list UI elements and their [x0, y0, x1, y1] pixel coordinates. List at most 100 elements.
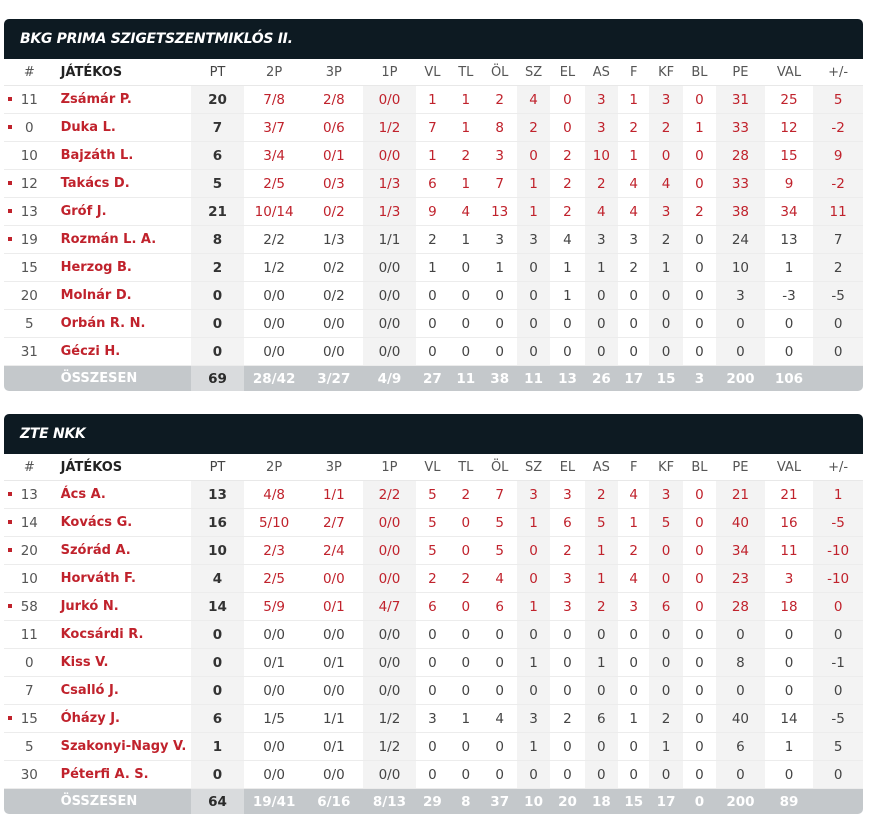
stat-vl-cell: 0	[416, 310, 449, 338]
column-header-tl[interactable]: TL	[449, 59, 482, 86]
stat-ol-cell: 5	[483, 509, 517, 537]
stat-p3-cell: 0/0	[304, 565, 363, 593]
player-name-link[interactable]: Kocsárdi R.	[55, 621, 192, 649]
player-name-link[interactable]: Takács D.	[55, 170, 192, 198]
column-header-sz[interactable]: SZ	[517, 59, 550, 86]
column-header-as[interactable]: AS	[585, 454, 618, 481]
column-header-f[interactable]: F	[618, 454, 649, 481]
player-name-link[interactable]: Géczi H.	[55, 338, 192, 366]
column-header-f[interactable]: F	[618, 59, 649, 86]
column-header-pe[interactable]: PE	[716, 454, 765, 481]
starter-marker-icon	[8, 548, 12, 552]
stat-p3-cell: 0/1	[304, 733, 363, 761]
player-name-link[interactable]: Óházy J.	[55, 705, 192, 733]
stat-pe-cell: 0	[716, 310, 765, 338]
column-header-vl[interactable]: VL	[416, 59, 449, 86]
stat-vl-cell: 5	[416, 509, 449, 537]
stat-pe-cell: 0	[716, 761, 765, 789]
player-name-link[interactable]: Péterfi A. S.	[55, 761, 192, 789]
player-name-link[interactable]: Herzog B.	[55, 254, 192, 282]
column-header-pm[interactable]: +/-	[813, 454, 863, 481]
column-header-el[interactable]: EL	[550, 59, 584, 86]
column-header-p2[interactable]: 2P	[244, 454, 305, 481]
player-name-link[interactable]: Gróf J.	[55, 198, 192, 226]
stat-p1-cell: 0/0	[363, 677, 416, 705]
starter-marker-icon	[8, 492, 12, 496]
stat-pe-cell: 3	[716, 282, 765, 310]
column-header-p3[interactable]: 3P	[304, 454, 363, 481]
stat-kf-cell: 6	[649, 593, 682, 621]
column-header-pt[interactable]: PT	[191, 59, 244, 86]
stat-f-cell: 1	[618, 142, 649, 170]
column-header-pt[interactable]: PT	[191, 454, 244, 481]
column-header-p2[interactable]: 2P	[244, 59, 305, 86]
stat-p3-cell: 0/6	[304, 114, 363, 142]
column-header-pm[interactable]: +/-	[813, 59, 863, 86]
column-header-as[interactable]: AS	[585, 59, 618, 86]
column-header-p1[interactable]: 1P	[363, 59, 416, 86]
player-name-link[interactable]: Rozmán L. A.	[55, 226, 192, 254]
player-name-link[interactable]: Kiss V.	[55, 649, 192, 677]
column-header-p1[interactable]: 1P	[363, 454, 416, 481]
column-header-kf[interactable]: KF	[649, 59, 682, 86]
player-name-link[interactable]: Kovács G.	[55, 509, 192, 537]
stat-pe-cell: 21	[716, 481, 765, 509]
column-header-ol[interactable]: ÖL	[483, 454, 517, 481]
player-name-link[interactable]: Molnár D.	[55, 282, 192, 310]
stat-vl-cell: 0	[416, 761, 449, 789]
stat-tl-cell: 1	[449, 114, 482, 142]
player-name-link[interactable]: Csalló J.	[55, 677, 192, 705]
totals-as: 26	[585, 366, 618, 392]
player-name-link[interactable]: Orbán R. N.	[55, 310, 192, 338]
stat-vl-cell: 6	[416, 170, 449, 198]
column-header-bl[interactable]: BL	[683, 59, 716, 86]
column-header-num[interactable]: #	[4, 59, 55, 86]
column-header-p3[interactable]: 3P	[304, 59, 363, 86]
stat-p2-cell: 0/0	[244, 338, 305, 366]
stat-val-cell: 0	[765, 310, 814, 338]
stat-pm-cell: -5	[813, 705, 863, 733]
stat-as-cell: 0	[585, 621, 618, 649]
column-header-pe[interactable]: PE	[716, 59, 765, 86]
stat-el-cell: 0	[550, 86, 584, 114]
column-header-sz[interactable]: SZ	[517, 454, 550, 481]
stat-pm-cell: 0	[813, 621, 863, 649]
points-cell: 5	[191, 170, 244, 198]
stat-p1-cell: 0/0	[363, 509, 416, 537]
column-header-vl[interactable]: VL	[416, 454, 449, 481]
column-header-val[interactable]: VAL	[765, 59, 814, 86]
column-header-player[interactable]: JÁTÉKOS	[55, 454, 192, 481]
stat-p3-cell: 2/8	[304, 86, 363, 114]
jersey-number: 12	[21, 176, 38, 192]
column-header-el[interactable]: EL	[550, 454, 584, 481]
player-name-link[interactable]: Bajzáth L.	[55, 142, 192, 170]
totals-bl: 0	[683, 789, 716, 814]
column-header-ol[interactable]: ÖL	[483, 59, 517, 86]
stat-pm-cell: 0	[813, 338, 863, 366]
player-name-link[interactable]: Jurkó N.	[55, 593, 192, 621]
jersey-number-cell: 20	[4, 537, 55, 565]
column-header-player[interactable]: JÁTÉKOS	[55, 59, 192, 86]
player-name-link[interactable]: Ács A.	[55, 481, 192, 509]
stat-p3-cell: 0/0	[304, 310, 363, 338]
column-header-num[interactable]: #	[4, 454, 55, 481]
column-header-bl[interactable]: BL	[683, 454, 716, 481]
column-header-val[interactable]: VAL	[765, 454, 814, 481]
totals-ol: 37	[483, 789, 517, 814]
player-name-link[interactable]: Duka L.	[55, 114, 192, 142]
stat-el-cell: 3	[550, 481, 584, 509]
starter-marker-icon	[8, 716, 12, 720]
player-name-link[interactable]: Szakonyi-Nagy V.	[55, 733, 192, 761]
column-header-kf[interactable]: KF	[649, 454, 682, 481]
player-name-link[interactable]: Horváth F.	[55, 565, 192, 593]
totals-tl: 11	[449, 366, 482, 392]
stat-bl-cell: 0	[683, 338, 716, 366]
stat-p1-cell: 0/0	[363, 621, 416, 649]
stat-ol-cell: 3	[483, 142, 517, 170]
player-name-link[interactable]: Zsámár P.	[55, 86, 192, 114]
player-name-link[interactable]: Szórád A.	[55, 537, 192, 565]
stat-sz-cell: 1	[517, 509, 550, 537]
column-header-tl[interactable]: TL	[449, 454, 482, 481]
